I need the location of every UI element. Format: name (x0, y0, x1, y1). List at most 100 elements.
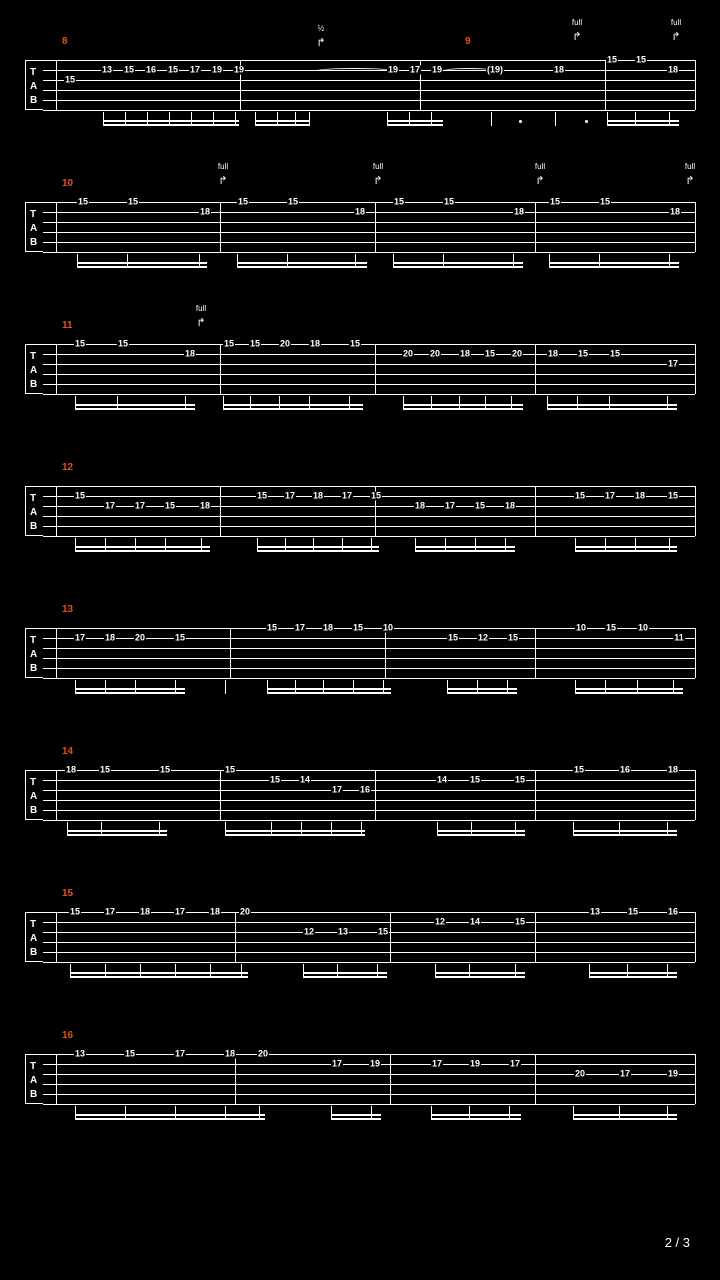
bend-arrow-icon: ↱ (373, 174, 382, 187)
barline (535, 912, 536, 962)
barline (56, 202, 57, 252)
barline (235, 1054, 236, 1104)
fret-number: 15 (124, 1050, 136, 1059)
barline (220, 344, 221, 394)
tab-letter: B (30, 521, 37, 532)
fret-number: 20 (429, 350, 441, 359)
fret-number: 14 (469, 918, 481, 927)
fret-number: 15 (223, 340, 235, 349)
fret-number: 14 (299, 776, 311, 785)
fret-number: 20 (134, 634, 146, 643)
fret-number: 18 (312, 492, 324, 501)
fret-number: 18 (547, 350, 559, 359)
fret-number: 15 (117, 340, 129, 349)
fret-number: 15 (577, 350, 589, 359)
barline (56, 60, 57, 110)
tab-letter: T (30, 777, 36, 788)
fret-number: 15 (573, 766, 585, 775)
beam (387, 124, 443, 126)
beam (225, 830, 365, 832)
tab-letter: B (30, 805, 37, 816)
fret-number: 13 (337, 928, 349, 937)
beam (77, 262, 207, 264)
bend-label: full (671, 18, 681, 27)
fret-number: 18 (309, 340, 321, 349)
tab-staff: TAB15151718171820121315121415131516 (25, 902, 695, 974)
fret-number: 18 (667, 66, 679, 75)
fret-number: 15 (393, 198, 405, 207)
beam (257, 546, 379, 548)
tab-bracket: TAB (25, 202, 43, 252)
fret-number: 15 (549, 198, 561, 207)
fret-number: 18 (65, 766, 77, 775)
measure-number: 10 (62, 178, 73, 189)
tab-staff: TAB1613151718201719171917201719 (25, 1044, 695, 1116)
fret-number: 18 (184, 350, 196, 359)
fret-number: 15 (352, 624, 364, 633)
fret-number: 13 (101, 66, 113, 75)
tab-letter: T (30, 67, 36, 78)
tab-bracket: TAB (25, 628, 43, 678)
fret-number: 15 (74, 492, 86, 501)
tab-staff: TAB141815151515141716141515151618 (25, 760, 695, 832)
barline (605, 60, 606, 110)
fret-number: 20 (279, 340, 291, 349)
measure-number: 11 (62, 320, 73, 331)
fret-number: 17 (134, 502, 146, 511)
bend-label: full (218, 162, 228, 171)
fret-number: 10 (382, 624, 394, 633)
barline (375, 770, 376, 820)
barline (220, 202, 221, 252)
beam (393, 262, 523, 264)
fret-number: 18 (354, 208, 366, 217)
barline (375, 202, 376, 252)
fret-number: 15 (609, 350, 621, 359)
beam (70, 972, 248, 974)
fret-number: 15 (99, 766, 111, 775)
barline (56, 628, 57, 678)
tab-letter: A (30, 791, 37, 802)
beam (103, 124, 239, 126)
fret-number: 18 (513, 208, 525, 217)
tab-letter: T (30, 635, 36, 646)
fret-number: 17 (284, 492, 296, 501)
measure-number: 14 (62, 746, 73, 757)
fret-number: 15 (606, 56, 618, 65)
fret-number: 16 (359, 786, 371, 795)
fret-number: 15 (249, 340, 261, 349)
bend-label: full (535, 162, 545, 171)
fret-number: 15 (287, 198, 299, 207)
tab-letter: A (30, 81, 37, 92)
fret-number: 17 (444, 502, 456, 511)
barline (56, 486, 57, 536)
beam (549, 266, 679, 268)
fret-number: 17 (667, 360, 679, 369)
beam (573, 1114, 677, 1116)
barline (220, 770, 221, 820)
beam (447, 688, 517, 690)
fret-number: 15 (224, 766, 236, 775)
tab-letter: T (30, 493, 36, 504)
measure-number: 15 (62, 888, 73, 899)
beam (255, 120, 309, 122)
tab-letter: T (30, 919, 36, 930)
bend-label: full (685, 162, 695, 171)
fret-number: 15 (266, 624, 278, 633)
fret-number: 20 (257, 1050, 269, 1059)
fret-number: 11 (673, 634, 685, 643)
fret-number: 17 (174, 1050, 186, 1059)
note-stem (225, 680, 226, 694)
beam (331, 1118, 381, 1120)
tab-staff: TAB1317182015151718151015121510151011 (25, 618, 695, 690)
barline (56, 770, 57, 820)
beam (607, 124, 679, 126)
staccato-dot (519, 120, 522, 123)
beam (75, 692, 185, 694)
fret-number: 15 (635, 56, 647, 65)
fret-number: 18 (209, 908, 221, 917)
beam (547, 408, 677, 410)
beam (573, 1118, 677, 1120)
beam (255, 124, 309, 126)
staccato-dot (585, 120, 588, 123)
measure-number: 8 (62, 36, 68, 47)
